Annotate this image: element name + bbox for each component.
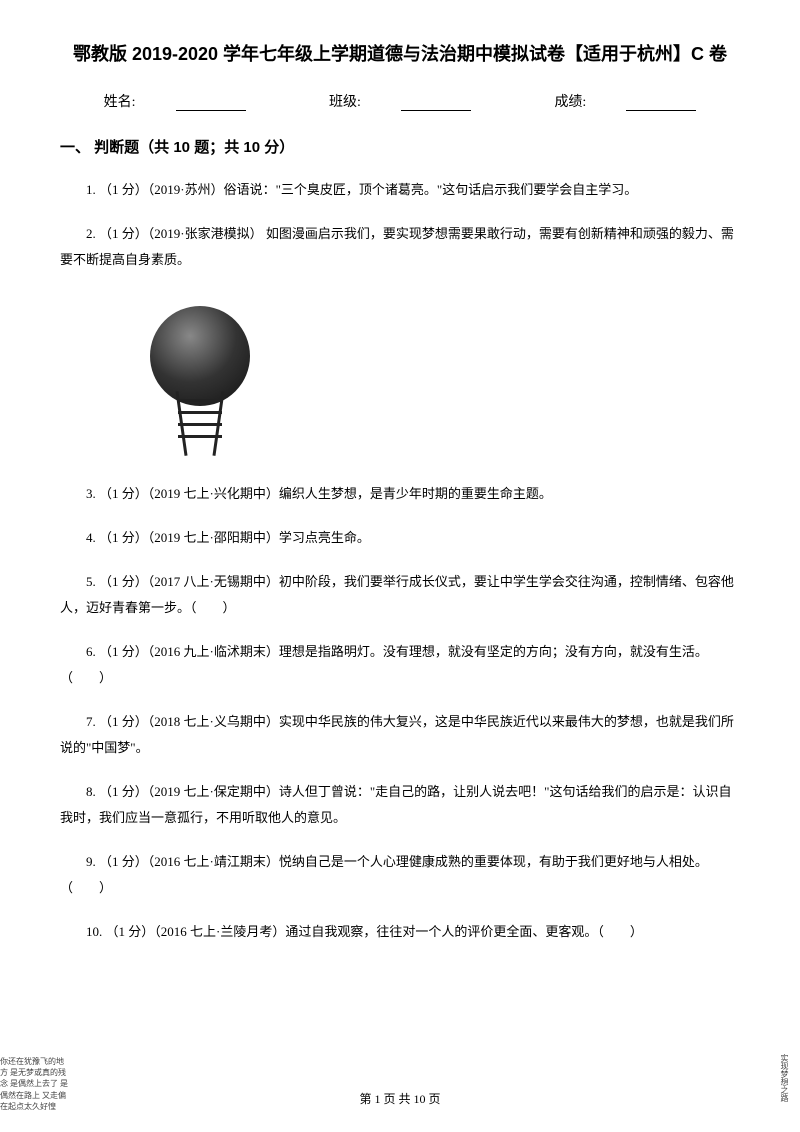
class-blank <box>401 97 471 111</box>
score-field: 成绩: <box>534 95 716 110</box>
question-9: 9. （1 分）（2016 七上·靖江期末）悦纳自己是一个人心理健康成熟的重要体… <box>60 849 740 901</box>
question-2-image: 你还在犹豫飞的地方 是无梦或真的残念 是偶然上去了 是偶然在路上 又走偏 在起点… <box>120 291 280 466</box>
ladder-illustration <box>160 391 240 451</box>
question-10: 10. （1 分）（2016 七上·兰陵月考）通过自我观察，往往对一个人的评价更… <box>60 919 740 945</box>
name-field: 姓名: <box>84 95 269 110</box>
question-3: 3. （1 分）（2019 七上·兴化期中）编织人生梦想，是青少年时期的重要生命… <box>60 481 740 507</box>
exam-title: 鄂教版 2019-2020 学年七年级上学期道德与法治期中模拟试卷【适用于杭州】… <box>60 40 740 66</box>
question-4: 4. （1 分）（2019 七上·邵阳期中）学习点亮生命。 <box>60 525 740 551</box>
question-2: 2. （1 分）（2019·张家港模拟） 如图漫画启示我们，要实现梦想需要果敢行… <box>60 221 740 273</box>
name-blank <box>176 97 246 111</box>
score-blank <box>626 97 696 111</box>
question-6: 6. （1 分）（2016 九上·临沭期末）理想是指路明灯。没有理想，就没有坚定… <box>60 639 740 691</box>
question-7: 7. （1 分）（2018 七上·义乌期中）实现中华民族的伟大复兴，这是中华民族… <box>60 709 740 761</box>
question-1: 1. （1 分）（2019·苏州）俗语说："三个臭皮匠，顶个诸葛亮。"这句话启示… <box>60 177 740 203</box>
question-8: 8. （1 分）（2019 七上·保定期中）诗人但丁曾说："走自己的路，让别人说… <box>60 779 740 831</box>
questions-container: 1. （1 分）（2019·苏州）俗语说："三个臭皮匠，顶个诸葛亮。"这句话启示… <box>60 177 740 945</box>
page-footer: 第 1 页 共 10 页 <box>0 1090 800 1107</box>
score-label: 成绩: <box>554 95 586 110</box>
class-field: 班级: <box>309 95 494 110</box>
name-label: 姓名: <box>104 95 136 110</box>
question-5: 5. （1 分）（2017 八上·无锡期中）初中阶段，我们要举行成长仪式，要让中… <box>60 569 740 621</box>
ladder-rungs <box>160 391 240 451</box>
class-label: 班级: <box>329 95 361 110</box>
student-info-line: 姓名: 班级: 成绩: <box>60 91 740 111</box>
section-title: 一、 判断题（共 10 题；共 10 分） <box>60 136 740 157</box>
